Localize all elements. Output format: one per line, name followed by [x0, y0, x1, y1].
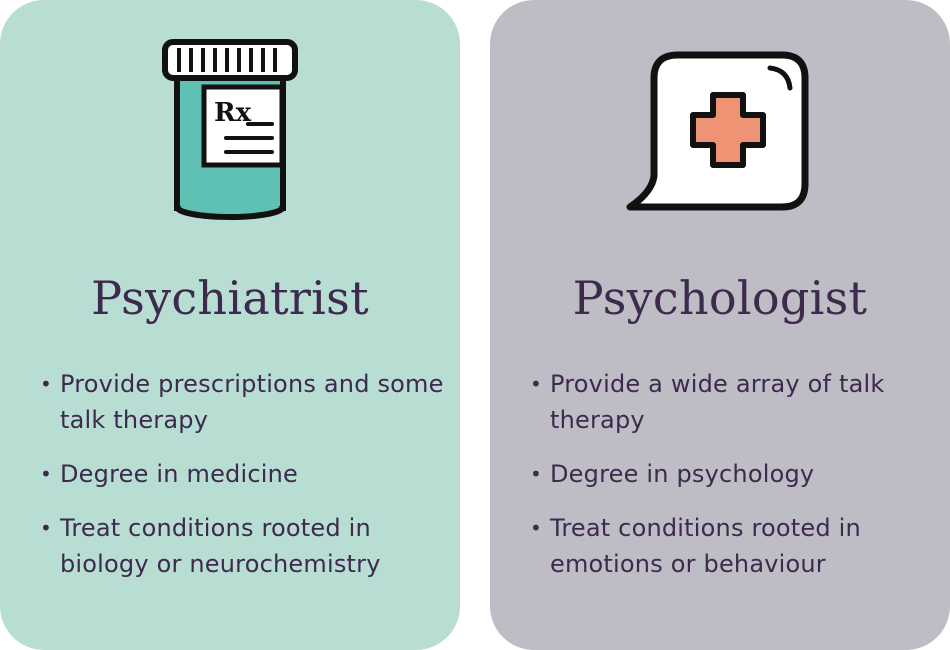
prescription-bottle-svg: Rx: [162, 39, 298, 220]
bullet-icon: •: [530, 372, 542, 396]
psychiatrist-title: Psychiatrist: [91, 271, 369, 325]
point-text: Provide a wide array of talk therapy: [550, 370, 885, 434]
bullet-icon: •: [40, 372, 52, 396]
cap-ridges: [177, 48, 277, 72]
point-text: Treat conditions rooted in emotions or b…: [550, 514, 861, 578]
bullet-icon: •: [40, 516, 52, 540]
psychologist-card: Psychologist • Provide a wide array of ta…: [490, 0, 950, 650]
list-item: • Degree in medicine: [40, 456, 450, 492]
bullet-icon: •: [530, 516, 542, 540]
list-item: • Degree in psychology: [530, 456, 940, 492]
list-item: • Treat conditions rooted in biology or n…: [40, 510, 450, 582]
prescription-bottle-icon: Rx: [0, 0, 460, 230]
label-lines: [224, 122, 274, 154]
bubble-highlight: [767, 65, 793, 91]
bullet-icon: •: [40, 462, 52, 486]
speech-bubble-medical-cross-icon: [490, 0, 950, 230]
point-text: Provide prescriptions and some talk ther…: [60, 370, 444, 434]
psychiatrist-points: • Provide prescriptions and some talk the…: [40, 366, 450, 600]
psychologist-points: • Provide a wide array of talk therapy • D…: [530, 366, 940, 600]
rx-label-text: Rx: [214, 98, 252, 128]
point-text: Treat conditions rooted in biology or ne…: [60, 514, 381, 578]
bottle-base-fill: [180, 192, 280, 206]
medical-cross: [690, 92, 766, 168]
psychiatrist-card: Rx Psychiatrist • Provide prescriptions a…: [0, 0, 460, 650]
list-item: • Treat conditions rooted in emotions or …: [530, 510, 940, 582]
bullet-icon: •: [530, 462, 542, 486]
speech-bubble-svg: [626, 51, 809, 211]
point-text: Degree in psychology: [550, 460, 815, 488]
list-item: • Provide prescriptions and some talk the…: [40, 366, 450, 438]
point-text: Degree in medicine: [60, 460, 298, 488]
psychologist-title: Psychologist: [572, 271, 868, 325]
list-item: • Provide a wide array of talk therapy: [530, 366, 940, 438]
